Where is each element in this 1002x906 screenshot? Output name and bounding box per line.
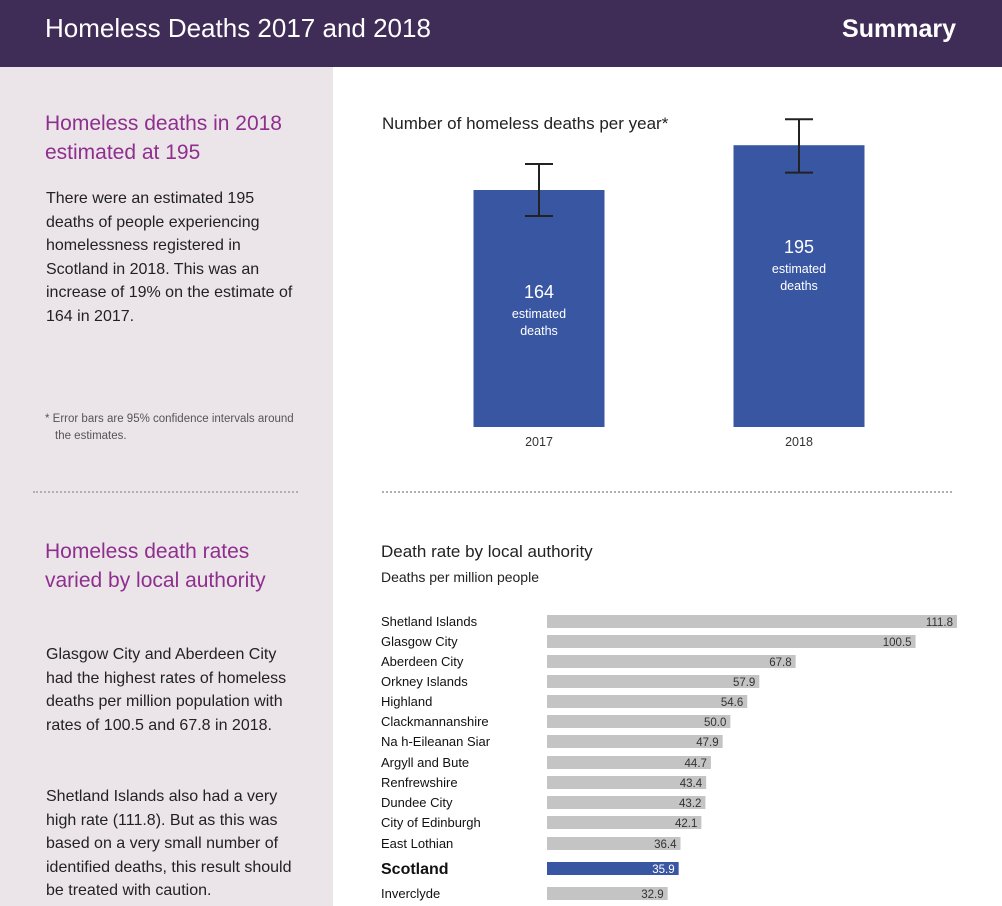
bar-value-label-2017: 164: [524, 282, 554, 302]
rate-value-label-inverclyde: 32.9: [641, 889, 663, 901]
category-label-argyll-and-bute: Argyll and Bute: [381, 755, 469, 770]
category-label-east-lothian: East Lothian: [381, 836, 453, 851]
bar-caption-label-2017: estimated: [512, 307, 566, 321]
deaths-per-year-chart: 164 estimated deaths 2017 195 estimated deaths…: [473, 118, 865, 449]
rate-bar-argyll-and-bute: [547, 756, 711, 769]
section1-text: There were an estimated 195 deaths of pe…: [46, 190, 293, 325]
category-label-orkney-islands: Orkney Islands: [381, 674, 468, 689]
page-title: Homeless Deaths 2017 and 2018: [45, 13, 431, 43]
rate-value-label-glasgow-city: 100.5: [883, 637, 912, 649]
section2-text-1: Glasgow City and Aberdeen City had the h…: [46, 646, 287, 734]
sidebar: [0, 67, 333, 906]
rate-value-label-aberdeen-city: 67.8: [769, 657, 791, 669]
rate-value-label-na-h-eileanan-siar: 47.9: [696, 737, 718, 749]
category-label-city-of-edinburgh: City of Edinburgh: [381, 815, 481, 830]
bar-caption-label-2017: deaths: [520, 324, 558, 338]
section1-heading: Homeless deaths in 2018 estimated at 195: [45, 112, 282, 164]
sidebar-divider: [33, 491, 298, 493]
rate-bar-east-lothian: [547, 837, 681, 850]
rate-value-label-scotland: 35.9: [652, 864, 674, 876]
rate-value-label-highland: 54.6: [721, 697, 743, 709]
bar-value-label-2018: 195: [784, 237, 814, 257]
main-divider: [382, 491, 952, 493]
rate-bar-orkney-islands: [547, 675, 760, 688]
category-label-inverclyde: Inverclyde: [381, 886, 440, 901]
bar-caption-label-2018: estimated: [772, 262, 826, 276]
section2-text-2: Shetland Islands also had a very high ra…: [46, 788, 292, 899]
bar-2018: [733, 145, 865, 427]
rate-value-label-east-lothian: 36.4: [654, 839, 677, 851]
category-label-renfrewshire: Renfrewshire: [381, 775, 458, 790]
section2-heading: Homeless death rates varied by local aut…: [45, 540, 266, 592]
rate-bar-clackmannanshire: [547, 715, 731, 728]
rate-chart-title: Death rate by local authority: [381, 542, 593, 561]
x-tick-label-2018: 2018: [785, 435, 813, 449]
bar-caption-label-2018: deaths: [780, 279, 818, 293]
rate-value-label-clackmannanshire: 50.0: [704, 717, 726, 729]
bar-chart-title: Number of homeless deaths per year*: [382, 114, 669, 133]
category-label-glasgow-city: Glasgow City: [381, 634, 458, 649]
summary-label: Summary: [842, 15, 956, 43]
rate-bar-aberdeen-city: [547, 655, 796, 668]
header-bar: Homeless Deaths 2017 and 2018 Summary: [0, 0, 1002, 67]
rate-value-label-shetland-islands: 111.8: [926, 617, 953, 629]
rate-bar-dundee-city: [547, 796, 706, 809]
rate-bar-inverclyde: [547, 887, 668, 900]
rate-bar-na-h-eileanan-siar: [547, 735, 723, 748]
rate-by-authority-chart: Shetland Islands 111.8 Glasgow City 100.5 Ab…: [381, 614, 957, 901]
category-label-clackmannanshire: Clackmannanshire: [381, 714, 489, 729]
rate-bar-renfrewshire: [547, 776, 707, 789]
x-tick-label-2017: 2017: [525, 435, 553, 449]
category-label-na-h-eileanan-siar: Na h-Eileanan Siar: [381, 734, 491, 749]
category-label-highland: Highland: [381, 694, 432, 709]
rate-value-label-city-of-edinburgh: 42.1: [675, 818, 697, 830]
rate-value-label-renfrewshire: 43.4: [680, 778, 703, 790]
category-label-aberdeen-city: Aberdeen City: [381, 654, 464, 669]
rate-bar-glasgow-city: [547, 635, 916, 648]
category-label-dundee-city: Dundee City: [381, 795, 453, 810]
error-bar-note: * Error bars are 95% confidence interval…: [45, 413, 294, 442]
rate-value-label-dundee-city: 43.2: [679, 798, 701, 810]
rate-value-label-orkney-islands: 57.9: [733, 677, 755, 689]
category-label-scotland: Scotland: [381, 861, 449, 878]
rate-value-label-argyll-and-bute: 44.7: [685, 758, 707, 770]
rate-bar-highland: [547, 695, 748, 708]
bar-2017: [473, 190, 605, 427]
category-label-shetland-islands: Shetland Islands: [381, 614, 478, 629]
rate-bar-city-of-edinburgh: [547, 816, 702, 829]
rate-chart-subtitle: Deaths per million people: [381, 569, 539, 585]
rate-bar-shetland-islands: [547, 615, 957, 628]
rate-bar-scotland: [547, 862, 679, 875]
